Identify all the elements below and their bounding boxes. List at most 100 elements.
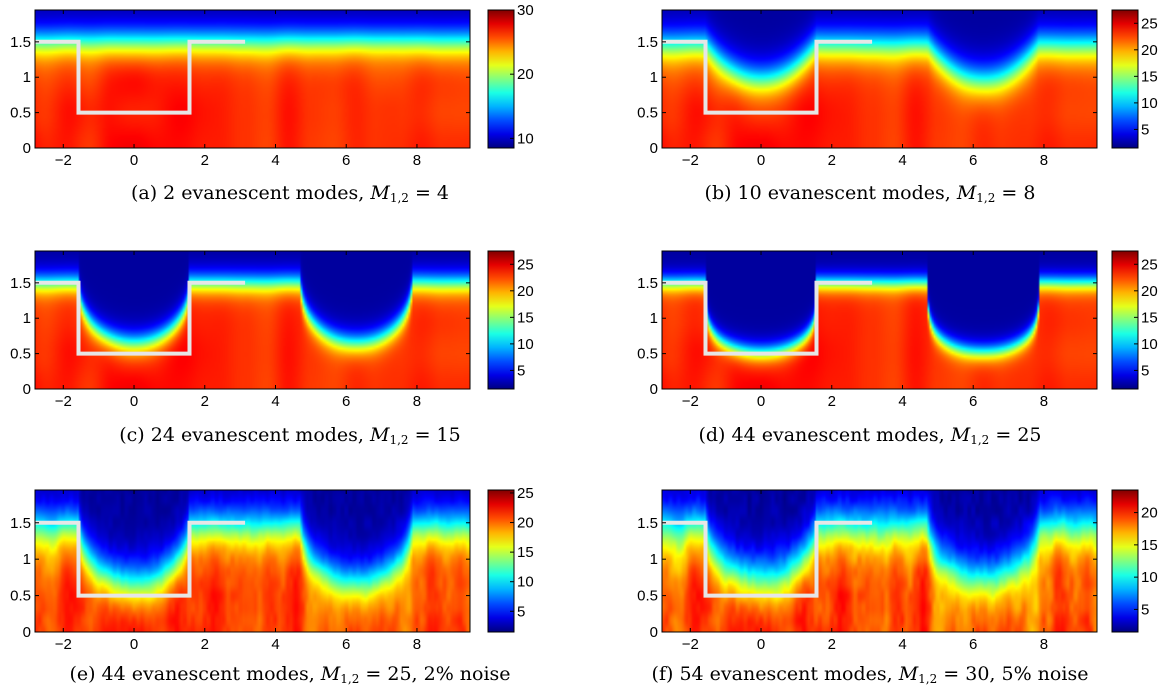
- axes-frame: [34, 250, 471, 390]
- panel-a: −2 0 2 4 6 8 0 0.5 1 1.5 10 20 30: [10, 2, 534, 169]
- x-tick-label: 0: [757, 152, 765, 169]
- y-tick-label: 1.5: [10, 275, 31, 292]
- x-tick-label: 8: [1040, 393, 1048, 410]
- x-tick-label: 2: [201, 636, 209, 653]
- y-tick-label: 1.5: [10, 515, 31, 532]
- y-tick-label: 1: [650, 310, 658, 327]
- panel-b: −2 0 2 4 6 8 0 0.5 1 1.5 5 10 15 20 25: [637, 9, 1158, 169]
- x-tick-label: −2: [682, 636, 699, 653]
- caption-symbol: M: [320, 663, 341, 685]
- x-tick-label: 4: [271, 636, 279, 653]
- caption-text: (b) 10 evanescent modes,: [704, 182, 957, 204]
- true-profile-line: [662, 39, 873, 115]
- caption-value: = 4: [408, 182, 449, 204]
- colorbar: [1111, 489, 1139, 633]
- colorbar-tick-label: 15: [1141, 68, 1158, 85]
- colorbar-tick-label: 25: [1141, 15, 1158, 32]
- panel-f: −2 0 2 4 6 8 0 0.5 1 1.5 5 10 15 20: [637, 489, 1158, 653]
- x-tick-label: 6: [969, 393, 977, 410]
- caption-c: (c) 24 evanescent modes, M1,2 = 15: [0, 424, 580, 446]
- colorbar: [1111, 250, 1139, 390]
- colorbar-tick-label: 15: [1141, 537, 1158, 554]
- y-tick-label: 1: [650, 551, 658, 568]
- y-tick-label: 0: [23, 624, 31, 641]
- true-profile-line: [35, 280, 246, 356]
- x-tick-label: 2: [201, 393, 209, 410]
- colorbar-tick-label: 10: [1141, 95, 1158, 112]
- true-profile-line: [662, 280, 873, 356]
- colorbar-tick-label: 20: [1141, 42, 1158, 59]
- caption-value: = 30, 5% noise: [937, 663, 1089, 685]
- x-tick-label: −2: [682, 393, 699, 410]
- x-tick-label: 6: [342, 393, 350, 410]
- x-tick-label: 2: [828, 636, 836, 653]
- caption-value: = 8: [995, 182, 1036, 204]
- true-profile-line: [35, 39, 246, 115]
- true-profile-line: [662, 520, 873, 598]
- axes-frame: [34, 489, 471, 633]
- colorbar-tick-label: 10: [517, 130, 534, 147]
- y-tick-label: 0: [650, 140, 658, 157]
- caption-symbol: M: [956, 182, 977, 204]
- caption-symbol: M: [950, 424, 971, 446]
- caption-subscript: 1,2: [976, 191, 996, 205]
- x-tick-label: 8: [413, 152, 421, 169]
- colorbar-tick-label: 15: [517, 309, 534, 326]
- heatmap-image: [662, 251, 1097, 389]
- colorbar-tick-label: 15: [517, 544, 534, 561]
- x-tick-label: −2: [55, 152, 72, 169]
- colorbar-tick-label: 25: [517, 485, 534, 502]
- x-tick-label: 2: [201, 152, 209, 169]
- x-tick-label: 2: [828, 152, 836, 169]
- x-tick-label: 2: [828, 393, 836, 410]
- caption-value: = 15: [408, 424, 461, 446]
- x-tick-label: 6: [969, 152, 977, 169]
- axes-frame: [34, 9, 471, 149]
- y-tick-label: 1: [23, 310, 31, 327]
- axes-frame: [661, 250, 1098, 390]
- caption-subscript: 1,2: [389, 433, 409, 447]
- colorbar-tick-label: 5: [1141, 121, 1149, 138]
- x-tick-label: −2: [55, 393, 72, 410]
- axes-frame: [661, 489, 1098, 633]
- caption-subscript: 1,2: [340, 672, 360, 686]
- x-tick-label: 4: [898, 393, 906, 410]
- y-tick-label: 0.5: [10, 105, 31, 122]
- caption-value: = 25: [989, 424, 1042, 446]
- y-tick-label: 1.5: [637, 34, 658, 51]
- caption-subscript: 1,2: [970, 433, 990, 447]
- x-tick-label: −2: [682, 152, 699, 169]
- y-tick-label: 0: [650, 381, 658, 398]
- y-tick-label: 1.5: [10, 34, 31, 51]
- x-tick-label: −2: [55, 636, 72, 653]
- y-tick-label: 0.5: [10, 346, 31, 363]
- colorbar-tick-label: 25: [1141, 256, 1158, 273]
- colorbar-tick-label: 10: [1141, 569, 1158, 586]
- y-tick-label: 0.5: [637, 346, 658, 363]
- x-tick-label: 6: [342, 152, 350, 169]
- x-tick-label: 8: [413, 393, 421, 410]
- colorbar-tick-label: 5: [1141, 362, 1149, 379]
- caption-a: (a) 2 evanescent modes, M1,2 = 4: [0, 182, 580, 204]
- x-tick-label: 4: [898, 636, 906, 653]
- caption-f: (f) 54 evanescent modes, M1,2 = 30, 5% n…: [580, 663, 1160, 685]
- colorbar-tick-label: 10: [1141, 336, 1158, 353]
- y-tick-label: 0.5: [637, 105, 658, 122]
- colorbar: [487, 250, 515, 390]
- heatmap-image: [662, 490, 1097, 632]
- colorbar-tick-label: 5: [1141, 601, 1149, 618]
- caption-symbol: M: [370, 182, 390, 204]
- x-tick-label: 6: [342, 636, 350, 653]
- colorbar-tick-label: 15: [1141, 309, 1158, 326]
- y-tick-label: 1.5: [637, 515, 658, 532]
- colorbar-tick-label: 20: [1141, 283, 1158, 300]
- heatmap-image: [662, 10, 1097, 148]
- caption-symbol: M: [898, 663, 919, 685]
- panel-d: −2 0 2 4 6 8 0 0.5 1 1.5 5 10 15 20 25: [637, 250, 1158, 410]
- x-tick-label: 0: [130, 393, 138, 410]
- colorbar: [487, 9, 515, 149]
- caption-subscript: 1,2: [918, 672, 938, 686]
- x-tick-label: 4: [271, 152, 279, 169]
- colorbar-tick-label: 20: [517, 283, 534, 300]
